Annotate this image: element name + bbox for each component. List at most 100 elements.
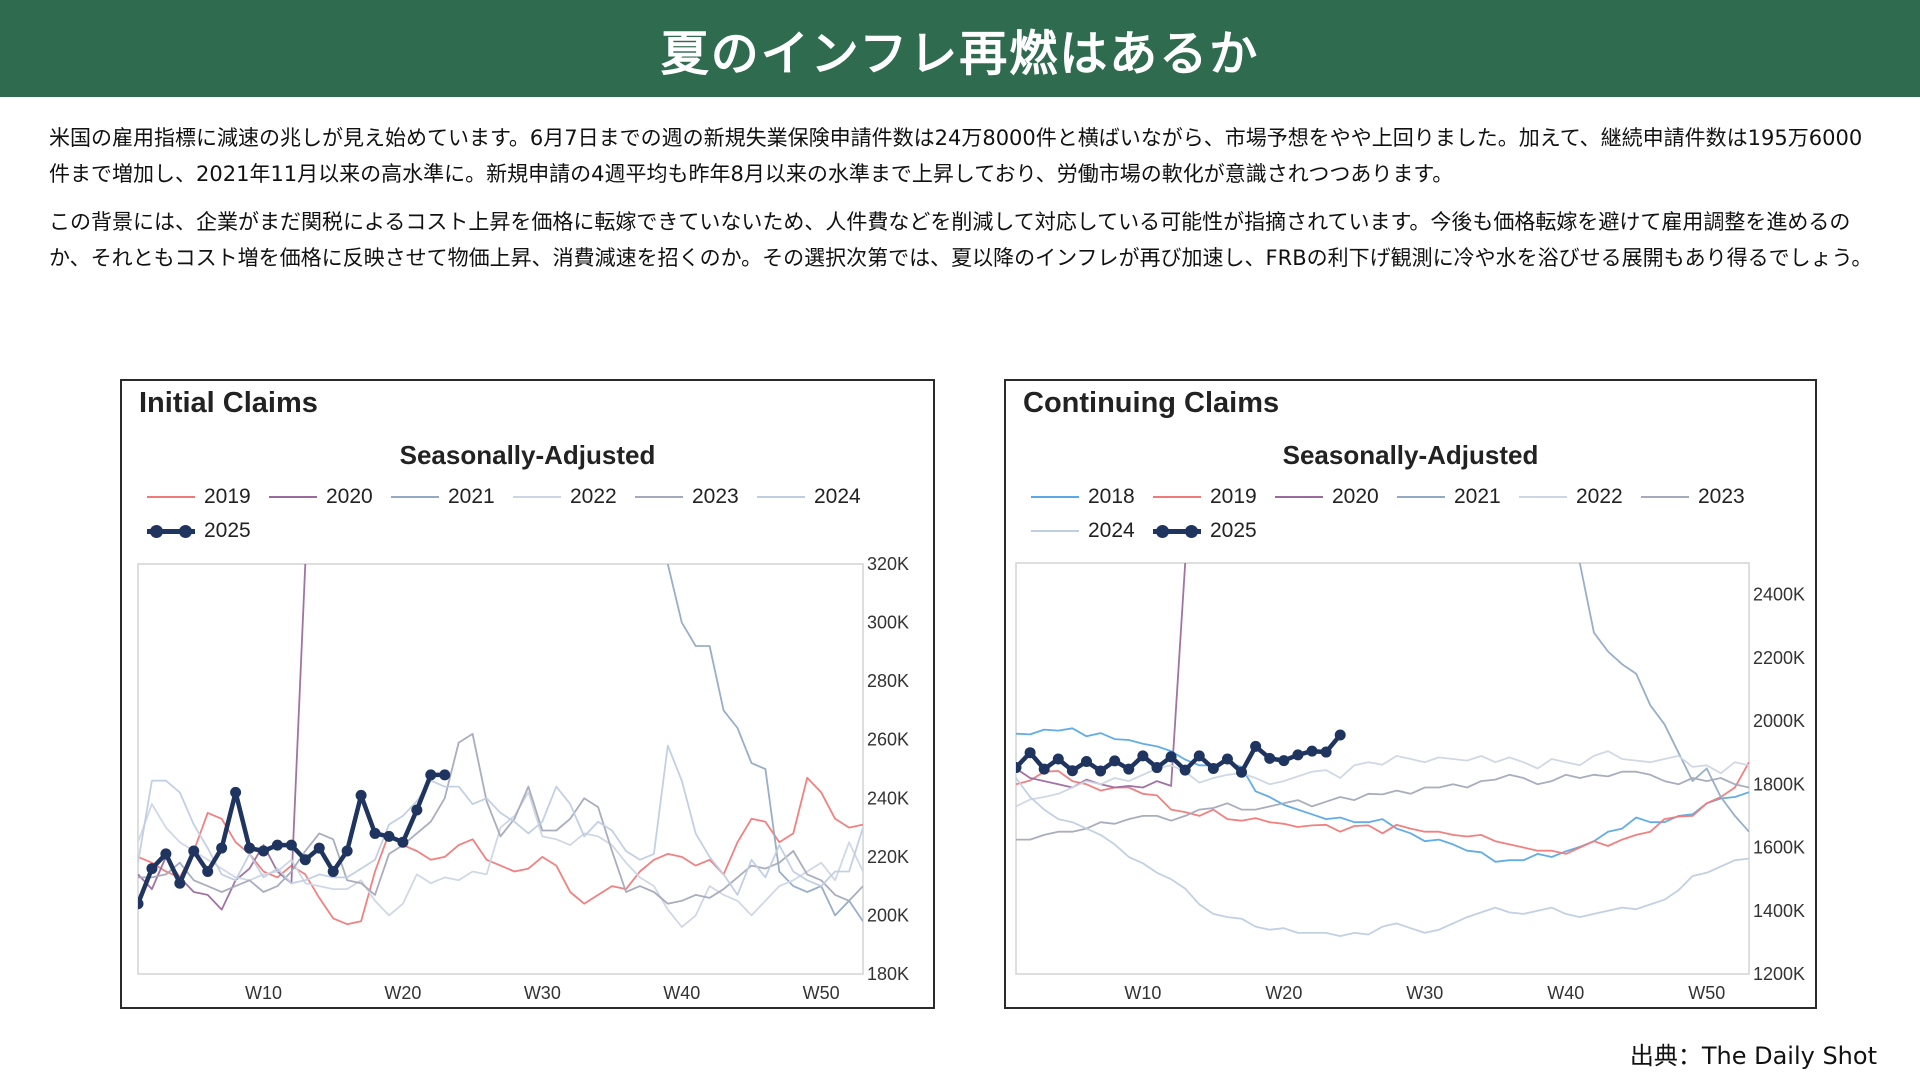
continuing-claims-chart: Continuing Claims Seasonally-Adjusted 20… (1004, 379, 1817, 1009)
data-point-2025 (425, 769, 437, 781)
chart-legend: 2019 2020 2021 2022 2023 2024 2025 (147, 485, 907, 543)
data-point-2025 (1320, 746, 1332, 758)
paragraph-1: 米国の雇用指標に減速の兆しが見え始めています。6月7日までの週の新規失業保険申請… (49, 126, 1863, 186)
chart-title: Initial Claims (139, 387, 318, 419)
data-point-2025 (1095, 765, 1107, 777)
legend-label: 2023 (692, 485, 739, 508)
data-point-2025 (411, 804, 423, 816)
data-point-2025 (271, 839, 283, 851)
y-tick-label: 1600K (1753, 838, 1805, 858)
x-tick-label: W10 (245, 983, 282, 1003)
data-point-2025 (369, 827, 381, 839)
legend-swatch (1031, 496, 1079, 498)
x-tick-label: W40 (1547, 983, 1584, 1003)
initial-claims-chart: Initial Claims Seasonally-Adjusted 2019 2… (120, 379, 935, 1009)
legend-item-2022: 2022 (513, 485, 635, 509)
series-line-2024 (138, 744, 863, 896)
series-line-2024 (1016, 777, 1749, 937)
legend-label: 2024 (1088, 519, 1135, 542)
data-point-2025 (138, 898, 144, 910)
data-point-2025 (1123, 763, 1135, 775)
series-line-2019 (1016, 761, 1749, 855)
y-tick-label: 1400K (1753, 901, 1805, 921)
initial-claims-plot: 180K 200K 220K 240K 260K 280K 300K 320K W10 W20 W3… (137, 554, 909, 1003)
legend-swatch (1641, 496, 1689, 498)
x-tick-label: W50 (803, 983, 840, 1003)
x-tick-label: W30 (1406, 983, 1443, 1003)
y-tick-label: 2400K (1753, 585, 1805, 605)
data-point-2025 (202, 866, 214, 877)
data-point-2025 (1038, 763, 1050, 775)
page-title: 夏のインフレ再燃はあるか (660, 25, 1260, 82)
series-line-2019 (138, 776, 863, 926)
legend-swatch (147, 496, 195, 498)
chart-subtitle: Seasonally-Adjusted (1282, 440, 1539, 470)
y-tick-label: 180K (867, 964, 909, 984)
data-point-2025 (230, 786, 242, 798)
continuing-claims-plot: 1200K 1400K 1600K 1800K 2000K 2200K 2400K W10 W2… (1015, 562, 1805, 1003)
data-point-2025 (285, 839, 297, 851)
series-line-2018 (1016, 727, 1749, 863)
legend-label: 2019 (204, 485, 251, 508)
legend-item-2023: 2023 (635, 485, 757, 509)
data-point-2025 (1306, 745, 1318, 757)
legend-swatch (147, 524, 195, 538)
data-point-2025 (244, 842, 256, 854)
y-tick-label: 200K (867, 905, 909, 925)
data-point-2025 (1016, 762, 1022, 774)
data-point-2025 (313, 842, 325, 854)
data-point-2025 (299, 854, 311, 866)
legend-label: 2021 (1454, 485, 1501, 508)
x-tick-label: W40 (663, 983, 700, 1003)
legend-swatch (269, 496, 317, 498)
data-point-2025 (1236, 766, 1248, 778)
legend-label: 2024 (814, 485, 861, 508)
data-point-2025 (174, 877, 186, 889)
data-point-2025 (1250, 740, 1262, 752)
legend-swatch (1519, 496, 1567, 498)
y-tick-label: 1200K (1753, 964, 1805, 984)
data-point-2025 (188, 845, 200, 857)
chart-legend: 2018 2019 2020 2021 2022 2023 2024 2025 (1031, 485, 1791, 543)
legend-label: 2022 (1576, 485, 1623, 508)
legend-label: 2023 (1698, 485, 1745, 508)
y-tick-label: 260K (867, 730, 909, 750)
data-point-2025 (1052, 753, 1064, 765)
plot-frame (137, 563, 864, 975)
y-tick-label: 2000K (1753, 711, 1805, 731)
series-line-2025 (1016, 733, 1342, 775)
legend-item-2019: 2019 (1153, 485, 1275, 509)
legend-swatch (391, 496, 439, 498)
legend-swatch (757, 496, 805, 498)
data-point-2025 (1151, 762, 1163, 774)
x-tick-label: W20 (1265, 983, 1302, 1003)
data-point-2025 (383, 830, 395, 842)
data-point-2025 (1278, 755, 1290, 767)
legend-label: 2020 (1332, 485, 1379, 508)
data-point-2025 (160, 848, 172, 860)
series-line-2020 (1016, 563, 1187, 789)
data-point-2025 (1165, 751, 1177, 763)
data-point-2025 (1334, 729, 1346, 741)
series-line-2022 (1016, 750, 1749, 808)
legend-swatch (1275, 496, 1323, 498)
series-line-2023 (1016, 770, 1749, 841)
legend-label: 2022 (570, 485, 617, 508)
data-point-2025 (216, 842, 228, 854)
legend-item-2019: 2019 (147, 485, 269, 509)
legend-item-2020: 2020 (269, 485, 391, 509)
x-tick-label: W20 (384, 983, 421, 1003)
chart-title: Continuing Claims (1023, 387, 1280, 419)
legend-swatch (1153, 524, 1201, 538)
data-point-2025 (146, 863, 158, 875)
data-point-2025 (1109, 755, 1121, 767)
data-point-2025 (1024, 747, 1036, 759)
y-tick-label: 2200K (1753, 648, 1805, 668)
data-point-2025 (1292, 749, 1304, 761)
data-point-2025 (1207, 763, 1219, 774)
data-point-2025 (1264, 752, 1276, 764)
chart-subtitle: Seasonally-Adjusted (399, 440, 656, 470)
data-point-2025 (1137, 750, 1149, 762)
legend-swatch (635, 496, 683, 498)
series-line-2023 (138, 733, 863, 905)
